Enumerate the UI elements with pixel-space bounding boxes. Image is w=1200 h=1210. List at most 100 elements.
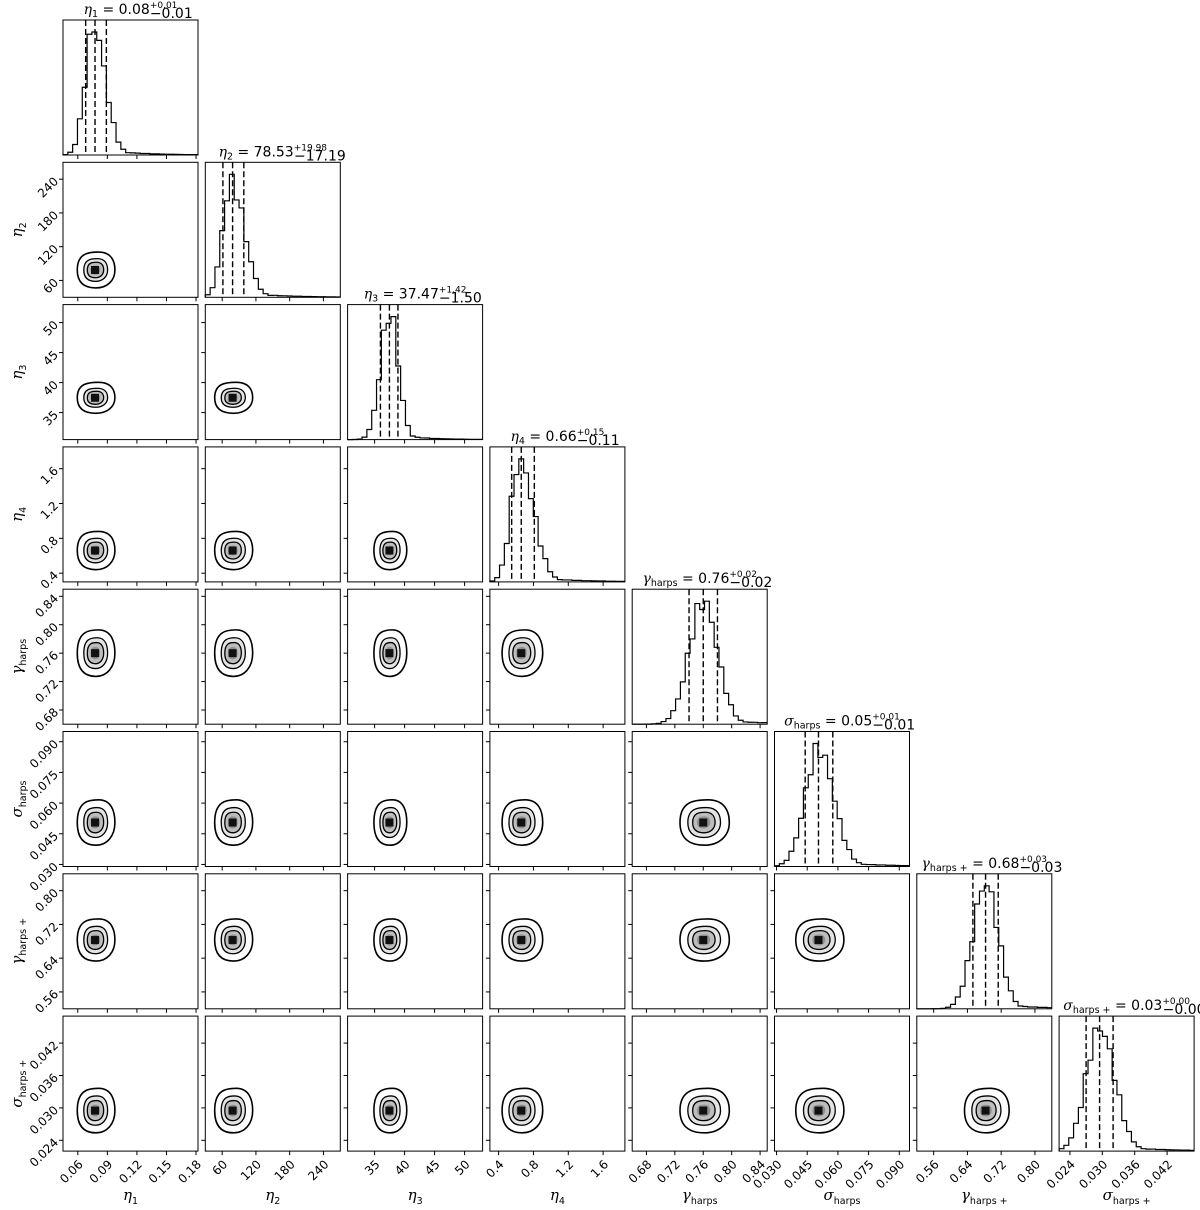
x-tick-label: 0.036 — [1109, 1157, 1143, 1191]
y-axis-label-eta3: η3 — [8, 365, 29, 380]
y-tick-label: 50 — [40, 318, 61, 339]
panel-frame — [489, 446, 626, 583]
x-tick-label: 0.12 — [116, 1157, 145, 1186]
y-tick-label: 0.075 — [27, 768, 61, 802]
panel-frame — [347, 873, 484, 1010]
y-tick-label: 0.84 — [32, 591, 61, 620]
panel-frame — [62, 446, 199, 583]
panel-frame — [62, 304, 199, 441]
panel-frame — [204, 588, 341, 725]
y-axis-label-gamma_harps: γharps — [8, 639, 29, 675]
x-tick-label: 40 — [392, 1157, 413, 1178]
x-tick-label: 45 — [422, 1157, 443, 1178]
panel-gamma_harps_plus-vs-sigma_harps_plus: 0.56 0.64 0.72 0.80 — [912, 1015, 1053, 1186]
x-axis-label-eta1: η1 — [123, 1186, 138, 1207]
y-tick-label: 1.6 — [38, 464, 61, 487]
panel-frame — [62, 161, 199, 298]
panel-eta4-vs-gamma_harps — [485, 588, 626, 729]
density-peak — [228, 936, 237, 945]
histogram-sigma_harps — [773, 742, 910, 867]
x-tick-label: 0.09 — [87, 1157, 116, 1186]
title-sigma_harps_plus: σharps + = 0.03+0.00 — [1063, 997, 1190, 1016]
density-peak — [228, 649, 237, 658]
histogram-eta3 — [347, 316, 483, 441]
x-tick-label: 0.18 — [175, 1157, 204, 1186]
panel-frame — [631, 731, 768, 867]
panel-frame — [204, 446, 341, 583]
panel-eta2-vs-sigma_harps — [201, 731, 341, 871]
panel-eta3-vs-sigma_harps — [343, 731, 484, 871]
panel-eta3-hist: η3 = 37.47+1.42−1.50 — [347, 286, 484, 444]
title-gamma_harps: γharps = 0.76+0.02 — [642, 570, 757, 589]
x-tick-label: 0.045 — [781, 1157, 815, 1191]
y-tick-label: 0.56 — [32, 987, 61, 1016]
y-axis-label-gamma_harps_plus: γharps + — [8, 918, 29, 965]
y-axis-label-eta2: η2 — [8, 222, 29, 237]
x-tick-label: 0.68 — [626, 1157, 655, 1186]
y-axis-label-sigma_harps: σharps — [8, 780, 29, 817]
title-err-minus-eta3: −1.50 — [439, 291, 482, 307]
panel-eta1-vs-eta4: 0.4 0.8 1.2 1.6 — [38, 446, 199, 592]
panel-eta2-vs-eta4 — [201, 446, 341, 586]
panel-eta2-vs-gamma_harps_plus — [201, 873, 341, 1013]
title-err-minus-gamma_harps: −0.02 — [729, 575, 772, 591]
density-peak — [91, 393, 100, 402]
panel-frame — [631, 1015, 768, 1152]
y-tick-label: 0.8 — [38, 534, 61, 557]
y-tick-label: 0.042 — [27, 1038, 61, 1072]
panel-eta1-vs-gamma_harps: 0.680.720.760.800.84 — [32, 588, 199, 734]
panel-frame — [62, 588, 199, 725]
y-tick-label: 60 — [40, 276, 61, 297]
x-axis-label-eta3: η3 — [408, 1186, 423, 1207]
y-tick-label: 40 — [40, 378, 61, 399]
y-tick-label: 0.76 — [32, 648, 61, 677]
x-tick-label: 0.72 — [654, 1157, 683, 1186]
y-tick-label: 240 — [35, 174, 61, 200]
panel-frame — [774, 873, 910, 1010]
panel-frame — [631, 588, 768, 725]
density-peak — [385, 1106, 394, 1115]
panel-frame — [204, 1015, 341, 1152]
x-tick-label: 0.06 — [57, 1157, 86, 1186]
x-tick-label: 0.042 — [1141, 1157, 1175, 1191]
density-peak — [91, 266, 100, 275]
x-tick-label: 60 — [210, 1157, 231, 1178]
y-tick-label: 0.72 — [32, 677, 61, 706]
x-tick-label: 0.15 — [146, 1157, 175, 1186]
title-eta1: η1 = 0.08+0.01 — [84, 1, 178, 20]
density-peak — [385, 936, 394, 945]
x-tick-label: 35 — [362, 1157, 383, 1178]
y-tick-label: 120 — [35, 242, 61, 268]
panel-gamma_harps_plus-hist: γharps + = 0.68+0.03−0.03 — [916, 855, 1062, 1013]
x-tick-label: 50 — [452, 1157, 473, 1178]
panel-frame — [916, 1015, 1053, 1152]
panel-eta2-vs-sigma_harps_plus: 60 120 180 240 — [201, 1015, 341, 1183]
panel-frame — [204, 304, 341, 441]
title-err-minus-eta2: −17.19 — [294, 148, 346, 164]
x-tick-label: 1.2 — [553, 1157, 576, 1180]
histogram-gamma_harps_plus — [916, 885, 1052, 1010]
x-axis-label-sigma_harps: σharps — [824, 1186, 861, 1207]
density-peak — [699, 1106, 708, 1115]
density-peak — [228, 546, 237, 555]
panel-frame — [774, 731, 910, 867]
x-tick-label: 0.76 — [683, 1157, 712, 1186]
panel-frame — [489, 873, 626, 1010]
y-axis-label-sigma_harps_plus: σharps + — [8, 1060, 29, 1108]
panel-sigma_harps-vs-gamma_harps_plus — [770, 873, 910, 1013]
density-peak — [981, 1106, 990, 1115]
panel-eta3-vs-eta4 — [343, 446, 484, 586]
panel-gamma_harps-vs-sigma_harps_plus: 0.68 0.72 0.76 0.80 0.84 — [626, 1015, 768, 1186]
y-tick-label: 0.68 — [32, 705, 61, 734]
density-peak — [385, 546, 394, 555]
y-tick-label: 35 — [40, 408, 61, 429]
x-tick-label: 0.80 — [711, 1157, 740, 1186]
y-tick-label: 0.036 — [27, 1071, 61, 1105]
density-peak — [699, 818, 708, 827]
panel-frame — [347, 304, 484, 441]
panel-gamma_harps-vs-gamma_harps_plus — [628, 873, 768, 1013]
density-peak — [91, 936, 100, 945]
